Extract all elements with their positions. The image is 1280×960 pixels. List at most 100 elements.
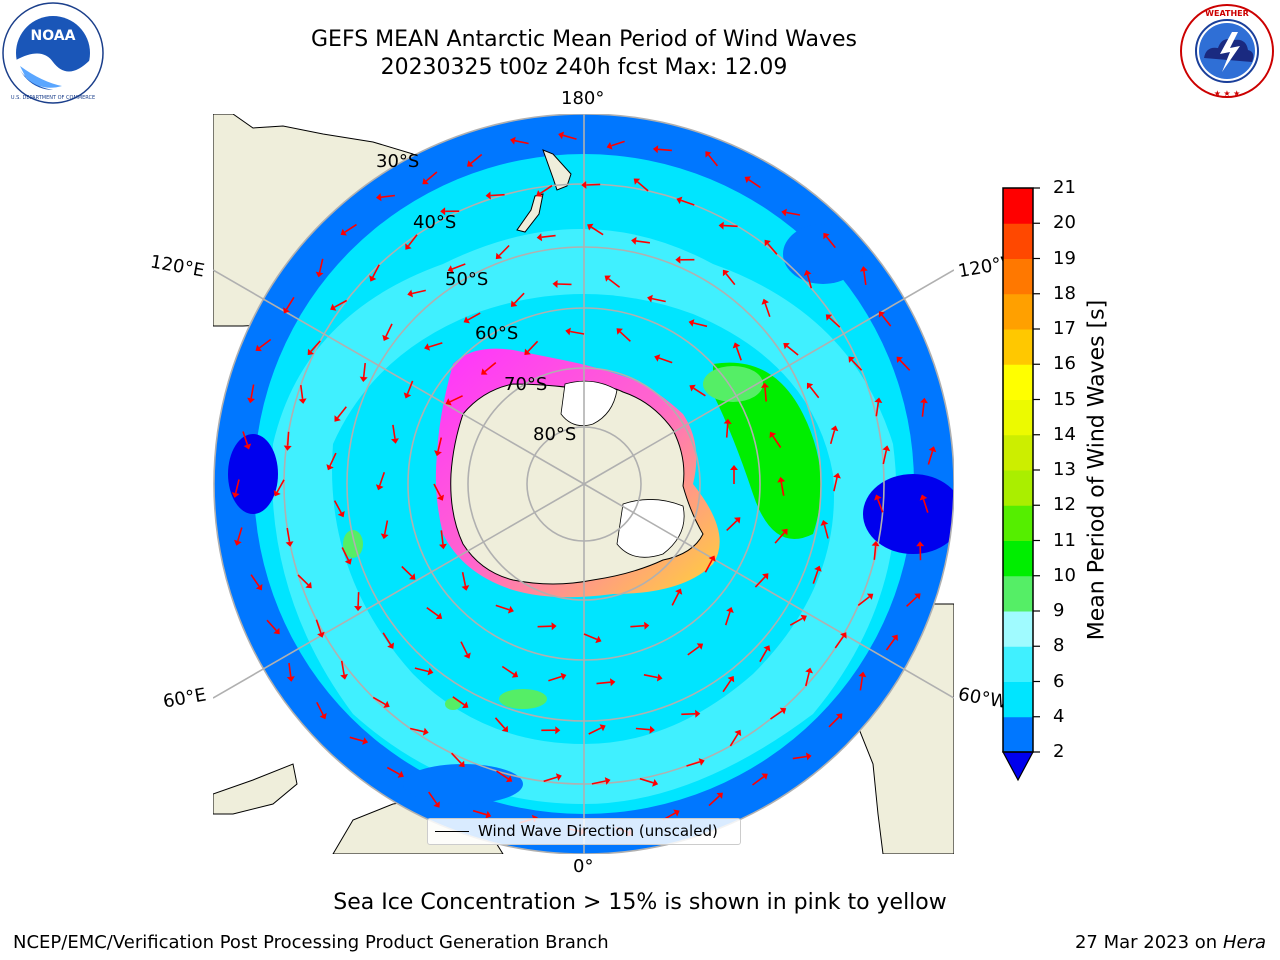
wave-arrow-head — [511, 670, 519, 678]
wave-arrow-head — [505, 775, 513, 783]
wave-arrow-shaft — [440, 530, 444, 545]
wave-arrow-shaft — [636, 181, 649, 192]
wave-arrow-shaft — [250, 384, 255, 399]
wave-arrow-shaft — [349, 736, 364, 742]
wave-arrow-head — [604, 275, 611, 282]
wave-arrow-shaft — [541, 234, 556, 238]
wave-arrow-shaft — [300, 384, 304, 400]
wave-arrow-head — [708, 555, 716, 562]
wave-arrow-shaft — [362, 363, 366, 378]
colorbar-bin — [1003, 540, 1033, 577]
wave-arrow-head — [495, 252, 503, 260]
wave-arrow-head — [732, 342, 741, 349]
wave-arrow-head — [647, 294, 653, 303]
wave-arrow-head — [427, 667, 434, 676]
colorbar-bin — [1003, 716, 1033, 753]
wave-arrow-shaft — [882, 450, 888, 465]
colorbar-label: Mean Period of Wind Waves [s] — [1084, 299, 1110, 641]
wave-arrow-head — [734, 517, 741, 524]
wave-arrow-head — [675, 255, 681, 264]
wave-arrow-shaft — [237, 527, 243, 542]
wave-arrow-head — [243, 443, 252, 450]
wave-arrow-shaft — [707, 154, 719, 167]
wave-arrow-shaft — [401, 565, 413, 577]
legend-line-swatch — [435, 831, 469, 832]
wave-arrow-head — [481, 368, 488, 375]
wave-arrow-head — [354, 606, 363, 612]
colorbar-tick-label: 11 — [1053, 529, 1076, 551]
wave-arrow-shaft — [881, 314, 892, 327]
colorbar-bin — [1003, 575, 1033, 612]
wave-arrow-head — [652, 779, 659, 787]
wave-arrow-head — [536, 233, 543, 242]
wave-arrow-shaft — [823, 524, 829, 539]
wave-arrow-shaft — [586, 183, 601, 186]
colorbar-tick-label: 2 — [1053, 741, 1065, 762]
wave-arrow-shaft — [873, 545, 877, 560]
wave-arrow-shaft — [382, 632, 392, 646]
wave-arrow-head — [435, 612, 443, 620]
wave-arrow-shaft — [687, 645, 700, 656]
wave-arrow-shaft — [859, 676, 864, 691]
wave-arrow-shaft — [414, 667, 429, 673]
wave-arrow-shaft — [452, 696, 465, 706]
wave-arrow-shaft — [380, 194, 395, 198]
wave-arrow-shaft — [885, 638, 896, 651]
wave-arrow-shaft — [906, 596, 918, 607]
wave-arrow-head — [896, 356, 903, 363]
colorbar-tick-label: 9 — [1053, 600, 1065, 621]
wave-arrow-head — [764, 239, 771, 247]
wave-arrow-head — [305, 581, 312, 589]
wave-arrow-head — [463, 652, 471, 659]
wave-arrow-head — [397, 770, 404, 778]
wave-arrow-head — [848, 356, 855, 363]
wave-arrow-head — [383, 700, 390, 708]
wave-arrow-shaft — [285, 296, 295, 310]
wave-arrow-shaft — [754, 576, 766, 588]
lat-label-60s: 60°S — [475, 323, 519, 344]
wave-arrow-shaft — [371, 264, 380, 278]
wave-arrow-shaft — [770, 710, 783, 720]
wave-arrow-head — [825, 314, 833, 321]
wave-arrow-shaft — [723, 224, 738, 228]
wave-arrow-shaft — [310, 340, 321, 352]
wave-arrow-shaft — [671, 592, 680, 606]
wave-arrow-head — [616, 328, 623, 335]
wind-wave-arrows — [231, 131, 937, 837]
wave-arrow-shaft — [490, 193, 505, 197]
wave-arrow-head — [874, 397, 883, 403]
wave-arrow-shaft — [407, 234, 418, 247]
wave-arrow-head — [234, 539, 242, 546]
wave-arrow-head — [409, 573, 416, 580]
wave-arrow-head — [761, 382, 769, 388]
wave-arrow-head — [461, 585, 470, 591]
wave-arrow-head — [705, 151, 712, 158]
wave-arrow-shaft — [786, 345, 799, 356]
wave-arrow-shaft — [764, 387, 767, 402]
wave-arrow-head — [654, 354, 661, 362]
wave-arrow-shaft — [383, 520, 389, 535]
wave-arrow-shaft — [470, 153, 483, 165]
wave-arrow-head — [803, 269, 812, 276]
wave-arrow-head — [319, 713, 327, 720]
wave-arrow-shaft — [767, 243, 778, 255]
noaa-logo: NOAA U.S. DEPARTMENT OF COMMERCE — [2, 2, 104, 104]
wave-arrow-head — [606, 142, 613, 150]
wave-arrow-head — [359, 376, 368, 382]
wave-arrow-shaft — [704, 559, 713, 573]
wave-arrow-shaft — [588, 727, 602, 735]
wave-arrow-head — [730, 465, 738, 470]
wave-arrow-head — [698, 758, 705, 766]
wave-arrow-shaft — [433, 483, 442, 497]
wave-arrow-shaft — [759, 649, 768, 663]
chart-title: GEFS MEAN Antarctic Mean Period of Wind … — [311, 27, 857, 52]
wave-arrow-shaft — [611, 140, 625, 147]
wave-arrow-head — [727, 676, 735, 683]
wave-arrow-shaft — [772, 435, 782, 448]
wave-arrow-head — [866, 593, 874, 600]
wave-arrow-shaft — [608, 278, 621, 288]
wave-arrow-head — [433, 801, 440, 808]
wave-arrow-shaft — [234, 479, 240, 494]
wave-arrow-shaft — [392, 424, 396, 439]
wave-arrow-head — [340, 228, 347, 236]
